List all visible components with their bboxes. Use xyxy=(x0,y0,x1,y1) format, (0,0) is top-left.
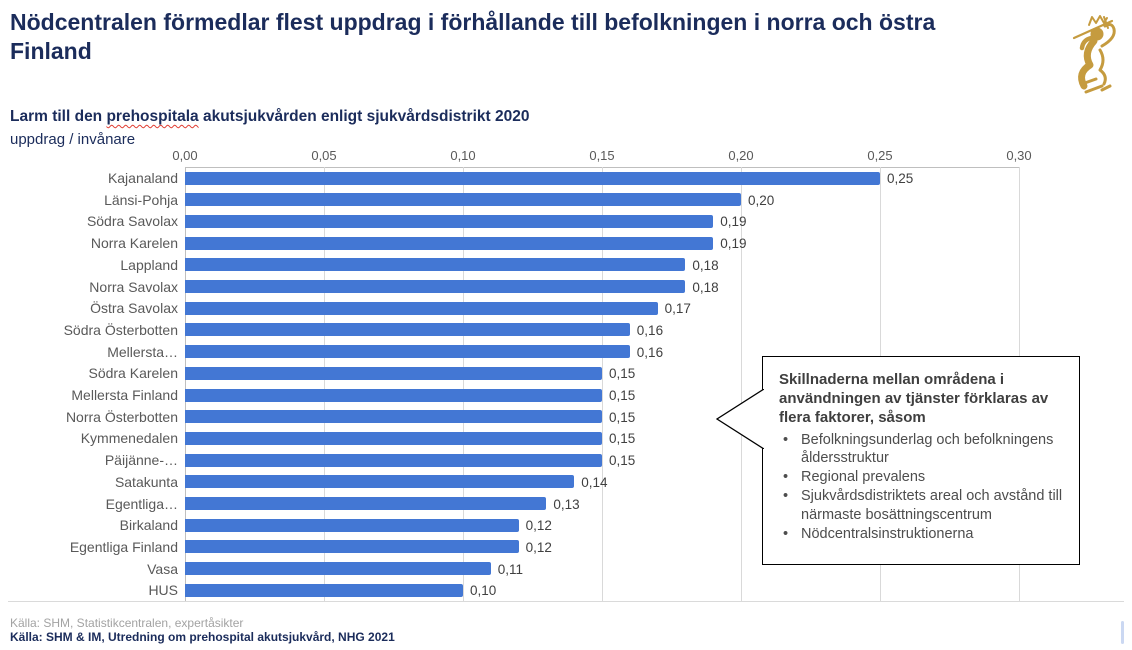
grid-line xyxy=(602,167,603,601)
bar xyxy=(185,345,630,359)
bar xyxy=(185,583,463,597)
category-label: Södra Österbotten xyxy=(63,321,178,338)
bar xyxy=(185,301,658,315)
bar-value-label: 0,15 xyxy=(609,431,636,447)
bar xyxy=(185,540,519,554)
category-label: Norra Savolax xyxy=(89,278,178,295)
bar-value-label: 0,17 xyxy=(664,301,691,317)
category-label: Vasa xyxy=(147,560,178,577)
callout-bullet: Nödcentralsinstruktionerna xyxy=(779,525,1065,544)
category-label: Norra Karelen xyxy=(90,235,178,252)
bar-value-label: 0,15 xyxy=(609,366,636,382)
bar xyxy=(185,323,630,337)
bar-value-label: 0,15 xyxy=(609,453,636,469)
bar-value-label: 0,15 xyxy=(609,409,636,425)
category-label: Östra Savolax xyxy=(90,300,178,317)
chart-title-part1: Larm till den xyxy=(10,108,107,125)
callout-bullet: Befolkningsunderlag och befolkningens ål… xyxy=(779,431,1065,468)
bar-value-label: 0,10 xyxy=(470,583,497,599)
bar-value-label: 0,25 xyxy=(887,171,914,186)
x-tick-label: 0,10 xyxy=(450,148,476,163)
category-label: Egentliga… xyxy=(105,495,178,512)
bar xyxy=(185,236,714,250)
chart-bottom-rule xyxy=(8,601,1124,602)
category-label: Länsi-Pohja xyxy=(104,191,178,208)
x-tick-label: 0,25 xyxy=(867,148,893,163)
callout-bullet: Sjukvårdsdistriktets areal och avstånd t… xyxy=(779,487,1065,524)
bar xyxy=(185,258,686,272)
bar xyxy=(185,193,741,207)
category-label: Kymmenedalen xyxy=(80,430,178,447)
category-label: Satakunta xyxy=(114,473,178,490)
x-tick-label: 0,00 xyxy=(172,148,198,163)
bar-value-label: 0,20 xyxy=(748,192,775,208)
bar-value-label: 0,13 xyxy=(553,496,580,512)
source-note-secondary: Källa: SHM, Statistikcentralen, expertås… xyxy=(10,616,244,630)
bar xyxy=(185,214,714,228)
callout-bullet-list: Befolkningsunderlag och befolkningens ål… xyxy=(779,431,1065,544)
bar-value-label: 0,15 xyxy=(609,388,636,403)
category-label: Päijänne-… xyxy=(104,452,178,469)
bar xyxy=(185,366,602,380)
category-label: Lappland xyxy=(120,256,178,273)
category-label: Mellersta… xyxy=(107,343,178,360)
source-note-primary: Källa: SHM & IM, Utredning om prehospita… xyxy=(10,630,395,644)
bar xyxy=(185,562,491,576)
x-tick-label: 0,20 xyxy=(728,148,754,163)
grid-line xyxy=(185,167,186,601)
bar-value-label: 0,12 xyxy=(525,539,552,555)
bar-value-label: 0,18 xyxy=(692,279,719,295)
page-title: Nödcentralen förmedlar flest uppdrag i f… xyxy=(10,9,936,64)
scrollbar-thumb[interactable] xyxy=(1121,621,1124,644)
bar xyxy=(185,453,602,467)
bar-value-label: 0,11 xyxy=(497,561,524,577)
chart-title-part2: akutsjukvården enligt sjukvårdsdistrikt … xyxy=(198,108,530,125)
category-label: Mellersta Finland xyxy=(71,387,178,403)
x-tick-label: 0,30 xyxy=(1006,148,1032,163)
category-label: Norra Österbotten xyxy=(65,408,178,425)
category-label: HUS xyxy=(148,582,178,599)
grid-line xyxy=(741,167,742,601)
bar-value-label: 0,12 xyxy=(525,518,552,534)
callout-box: Skillnaderna mellan områdena i användnin… xyxy=(762,356,1080,565)
bar xyxy=(185,388,602,402)
bar xyxy=(185,497,547,510)
grid-line xyxy=(324,167,325,601)
bar xyxy=(185,518,519,532)
category-label: Birkaland xyxy=(119,517,178,534)
callout-heading: Skillnaderna mellan områdena i användnin… xyxy=(779,371,1049,427)
category-label: Egentliga Finland xyxy=(69,538,178,555)
category-label: Södra Savolax xyxy=(86,213,178,230)
category-label: Södra Karelen xyxy=(88,365,178,382)
bar-value-label: 0,19 xyxy=(720,214,747,230)
bar xyxy=(185,280,686,293)
chart-title: Larm till den prehospitala akutsjukvårde… xyxy=(10,108,529,126)
bar xyxy=(185,410,602,424)
category-label: Kajanaland xyxy=(107,170,178,186)
bar-value-label: 0,16 xyxy=(636,344,664,360)
chart-title-spellcheck-word: prehospitala xyxy=(106,108,199,125)
bar xyxy=(185,475,575,489)
callout-bullet: Regional prevalens xyxy=(779,468,1065,487)
finnish-lion-logo-icon xyxy=(1066,14,1124,96)
x-tick-label: 0,05 xyxy=(311,148,337,163)
bar xyxy=(185,431,602,445)
bar-value-label: 0,16 xyxy=(636,322,664,338)
bar xyxy=(185,171,880,185)
bar-value-label: 0,19 xyxy=(720,236,747,252)
callout-pointer-icon xyxy=(716,389,764,449)
x-tick-label: 0,15 xyxy=(589,148,615,163)
axis-unit-label: uppdrag / invånare xyxy=(10,131,136,148)
bar-value-label: 0,18 xyxy=(692,257,719,273)
bar-value-label: 0,14 xyxy=(581,474,608,490)
grid-line xyxy=(463,167,464,601)
